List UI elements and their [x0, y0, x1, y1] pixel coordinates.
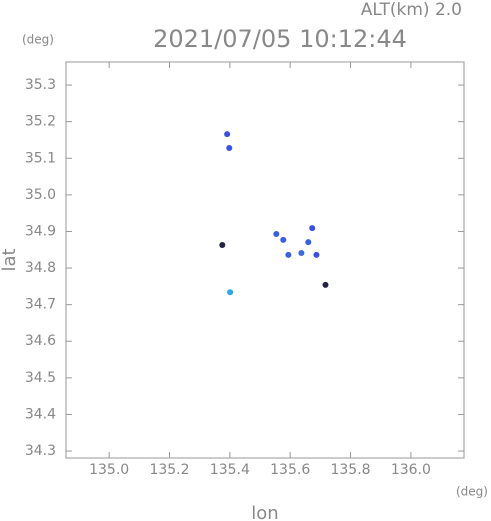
y-tick-label: 34.4	[25, 406, 56, 422]
echo-point	[309, 225, 316, 232]
x-axis-label: lon	[251, 503, 278, 521]
y-tick-label: 34.5	[25, 370, 56, 386]
echo-point	[273, 231, 280, 238]
x-tick-label: 135.4	[210, 462, 250, 478]
echo-point	[313, 251, 320, 258]
echo-point	[280, 236, 287, 243]
echo-point	[285, 251, 292, 258]
echo-point	[224, 131, 231, 138]
x-tick-label: 135.2	[149, 462, 189, 478]
x-tick-label: 135.6	[270, 462, 310, 478]
x-unit: (deg)	[456, 485, 488, 499]
y-tick-label: 34.6	[25, 333, 56, 349]
echo-point	[322, 281, 329, 288]
y-unit: (deg)	[22, 33, 54, 47]
chart-title: 2021/07/05 10:12:44	[153, 25, 407, 53]
y-tick-label: 34.9	[25, 223, 56, 239]
echo-point	[305, 239, 312, 246]
x-tick-label: 135.8	[330, 462, 370, 478]
y-tick-label: 35.1	[25, 150, 56, 166]
y-tick-label: 35.3	[25, 77, 56, 93]
echo-point	[227, 289, 234, 296]
echo-point	[219, 241, 226, 248]
echo-point	[226, 145, 233, 152]
x-tick-label: 136.0	[391, 462, 431, 478]
x-tick-label: 135.0	[89, 462, 129, 478]
y-tick-label: 34.3	[25, 443, 56, 459]
plot-frame	[65, 61, 465, 459]
y-axis-label: lat	[0, 248, 20, 271]
y-tick-label: 35.2	[25, 114, 56, 130]
y-tick-label: 34.7	[25, 297, 56, 313]
y-tick-label: 35.0	[25, 187, 56, 203]
y-tick-label: 34.8	[25, 260, 56, 276]
subtitle: ALT(km) 2.0	[361, 0, 462, 20]
echo-point	[298, 250, 305, 257]
